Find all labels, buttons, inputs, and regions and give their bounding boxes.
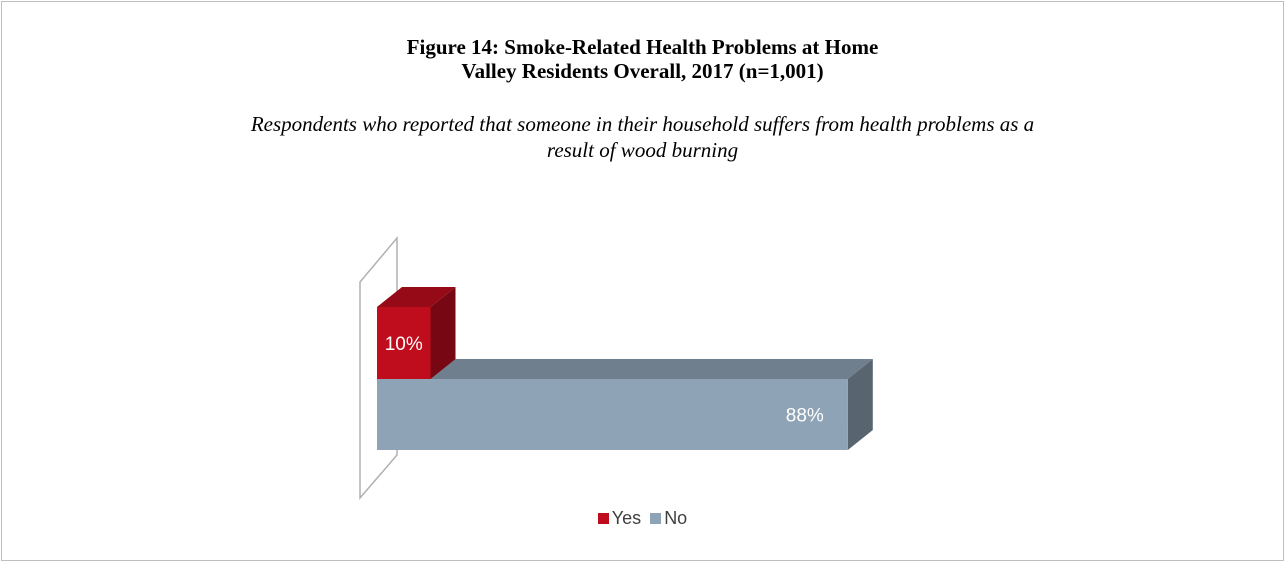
chart-title-line-1: Figure 14: Smoke-Related Health Problems… <box>406 35 879 59</box>
chart-subtitle-line-1: Respondents who reported that someone in… <box>250 112 1035 136</box>
bar-yes-top <box>377 287 456 307</box>
bar-no-top <box>377 359 873 379</box>
chart-legend: Yes No <box>0 508 1285 529</box>
axis-wall <box>359 235 398 501</box>
legend-item-no: No <box>650 508 687 529</box>
bar-no <box>377 379 848 450</box>
bar-yes <box>377 307 431 379</box>
bar-yes-side <box>430 287 456 379</box>
chart-subtitle: Respondents who reported that someone in… <box>0 111 1285 163</box>
chart-title-line-2: Valley Residents Overall, 2017 (n=1,001) <box>461 59 824 83</box>
legend-label-no: No <box>664 508 688 528</box>
legend-swatch-no <box>650 513 662 524</box>
legend-label-yes: Yes <box>611 508 642 528</box>
data-label-yes: 10% <box>385 334 423 355</box>
data-label-no: 88% <box>786 406 824 427</box>
bar-no-side <box>847 359 873 450</box>
legend-swatch-yes <box>597 513 609 524</box>
chart-subtitle-line-2: result of wood burning <box>546 138 739 162</box>
legend-item-yes: Yes <box>597 508 642 529</box>
